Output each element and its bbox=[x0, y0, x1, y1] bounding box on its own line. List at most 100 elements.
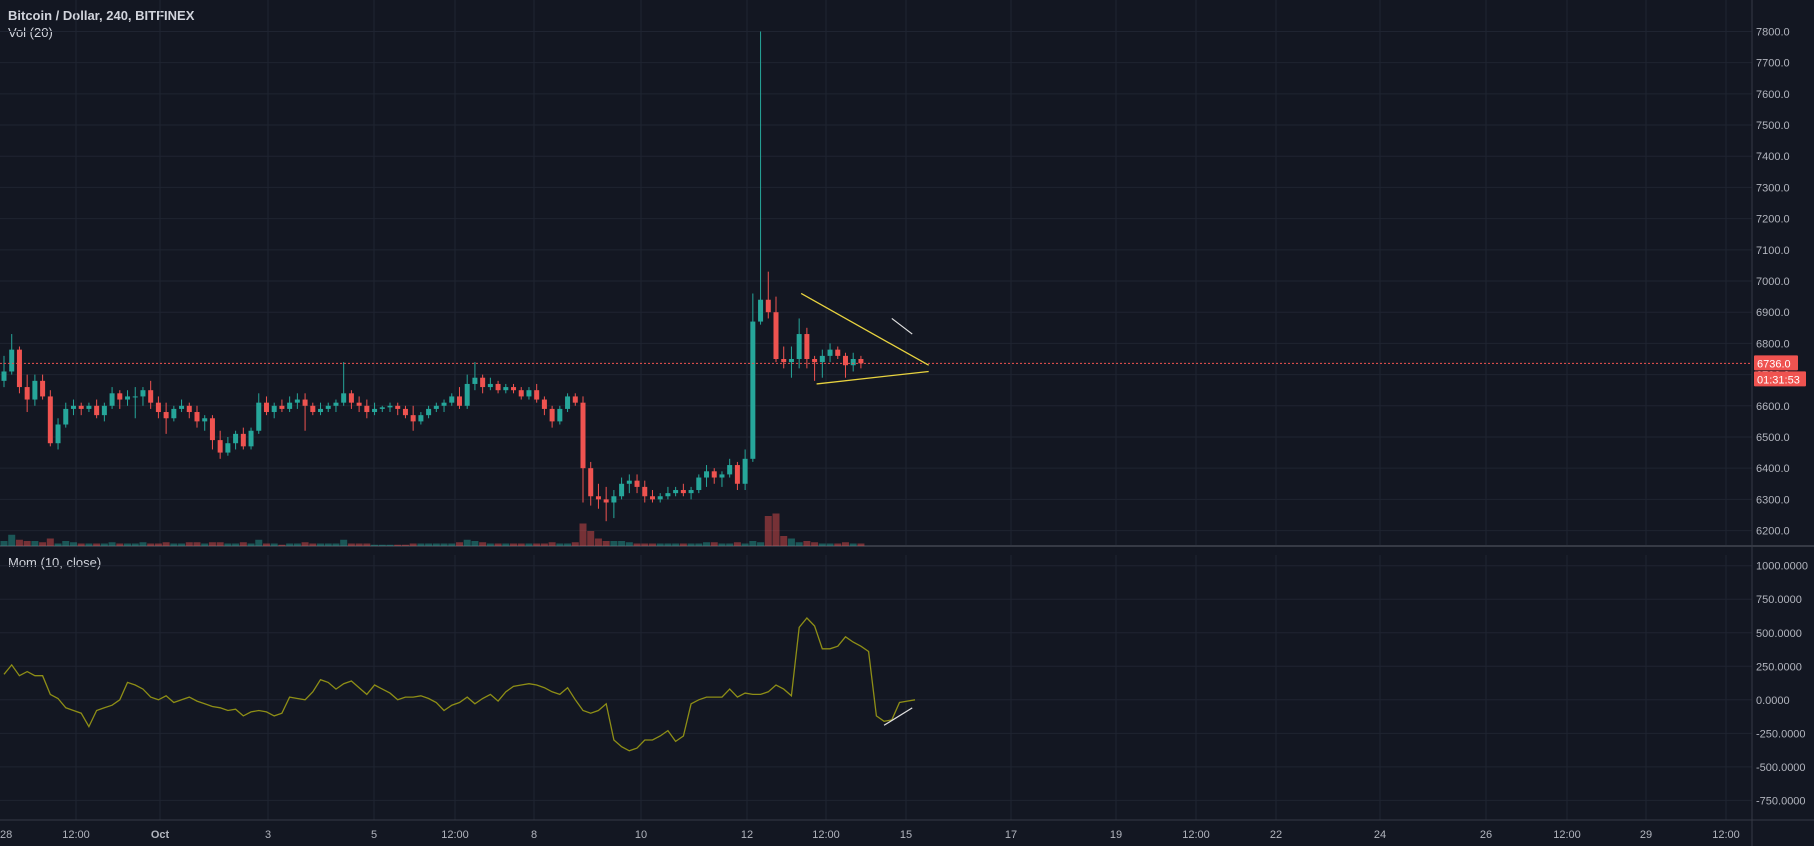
volume-bar bbox=[610, 541, 618, 546]
candle-body bbox=[55, 424, 61, 444]
time-axis-label: 24 bbox=[1374, 829, 1386, 841]
volume-bar bbox=[239, 542, 247, 546]
momentum-axis-label: 0.0000 bbox=[1756, 695, 1790, 707]
volume-bar bbox=[780, 536, 788, 546]
volume-bar bbox=[525, 543, 533, 546]
candle-body bbox=[410, 415, 416, 422]
volume-bar bbox=[224, 543, 232, 546]
volume-bar bbox=[31, 541, 39, 546]
candle-body bbox=[472, 377, 478, 384]
candle-body bbox=[209, 418, 215, 441]
volume-bar bbox=[15, 539, 23, 546]
candle-body bbox=[611, 496, 617, 503]
candle-body bbox=[495, 383, 501, 391]
volume-bar bbox=[710, 542, 718, 546]
price-tag-box bbox=[1754, 355, 1798, 371]
volume-bar bbox=[795, 542, 803, 546]
candle-body bbox=[140, 390, 146, 397]
volume-bar bbox=[718, 543, 726, 546]
volume-bar bbox=[687, 543, 695, 546]
momentum-axis-label: 1000.0000 bbox=[1756, 561, 1808, 573]
candle-body bbox=[819, 355, 825, 363]
price-axis-label: 6500.0 bbox=[1756, 432, 1790, 444]
volume-bar bbox=[425, 543, 433, 546]
symbol-title: Bitcoin / Dollar, 240, BITFINEX bbox=[8, 8, 195, 23]
price-axis-label: 6200.0 bbox=[1756, 526, 1790, 538]
volume-bar bbox=[834, 543, 842, 546]
candle-body bbox=[271, 405, 277, 413]
candle-body bbox=[580, 402, 586, 469]
candle-body bbox=[94, 405, 100, 416]
time-axis-label: 5 bbox=[371, 829, 377, 841]
time-axis[interactable]: 28 12:00 Oct 3 5 12:00 8 10 12 12:00 15 17 19 12:00 22… bbox=[0, 829, 1740, 841]
volume-bar bbox=[648, 543, 656, 546]
volume-bar bbox=[818, 543, 826, 546]
triangle-upper-trendline bbox=[800, 292, 929, 366]
candle-body bbox=[333, 402, 339, 406]
candle-body bbox=[86, 405, 92, 409]
volume-bar bbox=[93, 543, 101, 546]
volume-bar bbox=[679, 543, 687, 546]
volume-bar bbox=[571, 542, 579, 546]
volume-bar bbox=[618, 541, 626, 546]
drawing-tools[interactable] bbox=[800, 292, 929, 726]
time-axis-label: 26 bbox=[1480, 829, 1492, 841]
candle-body bbox=[634, 480, 640, 487]
volume-bar bbox=[8, 534, 16, 546]
candle-body bbox=[171, 408, 177, 419]
price-axis-label: 6600.0 bbox=[1756, 401, 1790, 413]
candle-body bbox=[827, 349, 833, 356]
candle-body bbox=[626, 480, 632, 484]
price-axes[interactable]: 6200.06300.06400.06500.06600.06700.06800… bbox=[1756, 26, 1808, 807]
candle-body bbox=[595, 496, 601, 500]
last-price-tag: 6736.0 01:31:53 bbox=[1754, 355, 1806, 387]
candle-body bbox=[248, 430, 254, 447]
volume-bar bbox=[347, 543, 355, 546]
volume-bar bbox=[733, 542, 741, 546]
volume-bar bbox=[293, 543, 301, 546]
volume-bar bbox=[178, 543, 186, 546]
volume-bar bbox=[139, 542, 147, 546]
candle-body bbox=[727, 465, 733, 475]
momentum-pane bbox=[3, 617, 916, 752]
volume-bar bbox=[154, 543, 162, 546]
time-axis-label: 8 bbox=[531, 829, 537, 841]
candle-body bbox=[402, 408, 408, 416]
volume-bar bbox=[602, 541, 610, 546]
candle-body bbox=[518, 390, 524, 397]
volume-bar bbox=[787, 538, 795, 546]
volume-bar bbox=[185, 542, 193, 546]
volume-bar bbox=[587, 531, 595, 546]
volume-bar bbox=[77, 543, 85, 546]
candle-body bbox=[665, 493, 671, 497]
price-axis-label: 7000.0 bbox=[1756, 276, 1790, 288]
volume-bar bbox=[46, 538, 54, 546]
candle-body bbox=[734, 465, 740, 484]
volume-bar bbox=[479, 542, 487, 546]
candle-body bbox=[426, 408, 432, 416]
candle-body bbox=[395, 405, 401, 409]
candle-body bbox=[680, 490, 686, 494]
triangle-lower-trendline bbox=[816, 370, 929, 385]
volume-bar bbox=[247, 543, 255, 546]
candle-body bbox=[117, 393, 123, 400]
volume-bar bbox=[695, 543, 703, 546]
volume-bar bbox=[124, 543, 132, 546]
price-axis-label: 7200.0 bbox=[1756, 214, 1790, 226]
candle-body bbox=[742, 458, 748, 484]
volume-bar bbox=[409, 543, 417, 546]
time-axis-label: 19 bbox=[1110, 829, 1122, 841]
volume-bar bbox=[533, 543, 541, 546]
price-axis-label: 7100.0 bbox=[1756, 245, 1790, 257]
candle-body bbox=[688, 490, 694, 494]
candle-body bbox=[588, 468, 594, 497]
time-axis-label: 3 bbox=[265, 829, 271, 841]
volume-bar bbox=[757, 542, 765, 546]
candle-body bbox=[642, 486, 648, 497]
volume-bar bbox=[772, 513, 780, 546]
price-axis-label: 6400.0 bbox=[1756, 463, 1790, 475]
volume-bar bbox=[656, 543, 664, 546]
time-axis-label: 22 bbox=[1270, 829, 1282, 841]
